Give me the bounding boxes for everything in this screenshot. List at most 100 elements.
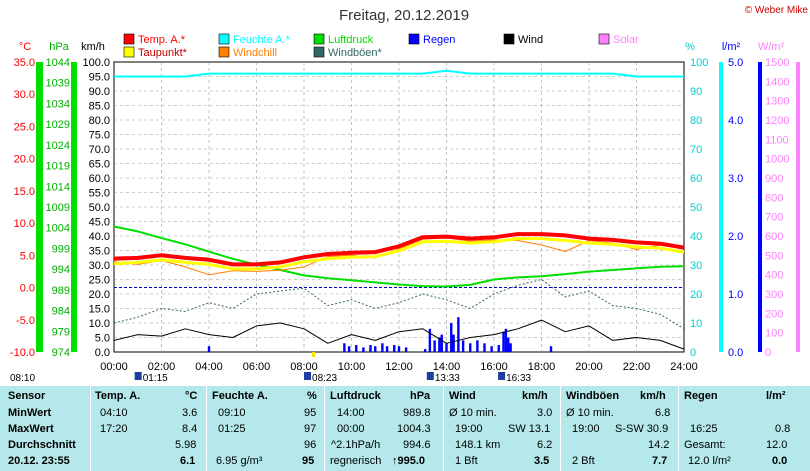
rain-bar <box>452 334 455 352</box>
time-tick-label: 04:00 <box>195 361 223 373</box>
header-gust: Windböen <box>566 390 620 402</box>
solar-tick-label: 1400 <box>765 76 789 88</box>
legend-swatch <box>503 33 515 45</box>
min-temp-time: 04:10 <box>100 407 128 419</box>
temp-tick-label: 5.0 <box>20 250 35 262</box>
wind-tick-label: 50.0 <box>89 202 110 214</box>
rain-bar <box>369 345 372 352</box>
humidity-axis-bar <box>719 62 723 352</box>
temp-tick-label: 15.0 <box>14 186 35 198</box>
current-rain-total: 12.0 l/m² <box>688 455 731 467</box>
legend-swatch <box>218 46 230 58</box>
rain-tick-label: 0.0 <box>728 347 743 359</box>
humidity-tick-label: 70 <box>690 144 702 156</box>
wind-tick-label: 40.0 <box>89 231 110 243</box>
rain-bar <box>423 349 427 352</box>
marker-icon <box>134 372 142 380</box>
rain-bar <box>343 343 346 352</box>
solar-tick-label: 400 <box>765 270 783 282</box>
temp-tick-label: 35.0 <box>14 57 35 69</box>
pressure-tick-label: 1044 <box>46 57 70 69</box>
max-temp-value: 8.4 <box>182 423 198 435</box>
header-sensor: Sensor <box>8 390 46 402</box>
rain-bar <box>450 323 453 352</box>
rain-bar <box>457 317 460 352</box>
time-tick-label: 12:00 <box>385 361 413 373</box>
marker-tick <box>312 352 316 357</box>
max-gust-direction: S-SW 30.9 <box>615 423 669 435</box>
max-rain-time: 16:25 <box>690 423 718 435</box>
series-line-windb-en <box>113 279 685 330</box>
time-tick-label: 08:00 <box>290 361 318 373</box>
rain-axis-bar <box>758 62 762 352</box>
rain-bar <box>502 331 505 352</box>
humidity-tick-label: 20 <box>690 289 702 301</box>
solar-tick-label: 500 <box>765 250 783 262</box>
rain-bar <box>385 346 389 352</box>
avg-pressure-trend: ^2.1hPa/h <box>331 439 381 451</box>
legend-label: Windböen* <box>328 47 383 59</box>
row-min-label: MinWert <box>8 407 52 419</box>
wind-tick-label: 60.0 <box>89 173 110 185</box>
legend-swatch <box>313 46 325 58</box>
rain-bar <box>476 340 479 352</box>
solar-tick-label: 600 <box>765 231 783 243</box>
humidity-tick-label: 90 <box>690 86 702 98</box>
wind-tick-label: 35.0 <box>89 246 110 258</box>
current-pressure-value: ↑995.0 <box>392 455 426 467</box>
humidity-tick-label: 100 <box>690 57 708 69</box>
wind-tick-label: 25.0 <box>89 275 110 287</box>
current-humidity-value: 95 <box>302 455 315 467</box>
avg-wind-value: 6.2 <box>537 439 553 451</box>
time-tick-label: 24:00 <box>670 361 698 373</box>
legend-swatch <box>218 33 230 45</box>
min-humidity-time: 09:10 <box>218 407 246 419</box>
humidity-tick-label: 50 <box>690 202 702 214</box>
header-temp: Temp. A. <box>95 390 141 402</box>
weather-chart: Freitag, 20.12.2019 © Weber Mike Temp. A.*… <box>10 5 809 384</box>
humidity-tick-label: 80 <box>690 115 702 127</box>
rain-bar <box>393 345 396 352</box>
time-tick-label: 02:00 <box>148 361 176 373</box>
pressure-tick-label: 979 <box>52 326 70 338</box>
wind-tick-label: 20.0 <box>89 289 110 301</box>
solar-tick-label: 300 <box>765 289 783 301</box>
solar-unit-label: W/m² <box>758 41 785 53</box>
rain-tick-label: 5.0 <box>728 57 743 69</box>
rain-bar <box>509 343 512 352</box>
header-pressure: Luftdruck <box>330 390 381 402</box>
temp-tick-label: 30.0 <box>14 89 35 101</box>
rain-bar <box>347 346 351 352</box>
series-line-temp-a <box>113 232 685 267</box>
time-tick-label: 16:00 <box>480 361 508 373</box>
avg-gust-value: 14.2 <box>648 439 670 451</box>
legend-label: Windchill <box>233 47 277 59</box>
avg-pressure-value: 994.6 <box>403 439 431 451</box>
solar-axis-bar <box>796 62 800 352</box>
temp-unit-label: °C <box>19 41 31 53</box>
pressure-tick-label: 1024 <box>46 140 70 152</box>
rain-bar <box>549 346 553 352</box>
pressure-tick-label: 1039 <box>46 78 70 90</box>
rain-bar <box>497 345 500 352</box>
header-humidity-unit: % <box>307 390 317 402</box>
humidity-tick-label: 0 <box>690 347 696 359</box>
rain-bar <box>504 328 508 352</box>
header-rain-unit: l/m² <box>766 390 786 402</box>
legend-label: Wind <box>518 34 543 46</box>
max-humidity-time: 01:25 <box>218 423 246 435</box>
avg-rain-value: 12.0 <box>766 439 788 451</box>
time-tick-label: 22:00 <box>623 361 651 373</box>
pressure-tick-label: 1034 <box>46 98 70 110</box>
header-rain: Regen <box>684 390 718 402</box>
wind-tick-label: 85.0 <box>89 101 110 113</box>
humidity-tick-label: 40 <box>690 231 702 243</box>
humidity-unit-label: % <box>685 41 695 53</box>
series-line-wind <box>113 319 685 350</box>
wind-unit-label: km/h <box>81 41 105 53</box>
pressure-tick-label: 1004 <box>46 223 70 235</box>
rain-bar <box>381 343 384 352</box>
solar-tick-label: 1100 <box>765 134 789 146</box>
solar-tick-label: 1200 <box>765 115 789 127</box>
pressure-unit-label: hPa <box>49 41 69 53</box>
